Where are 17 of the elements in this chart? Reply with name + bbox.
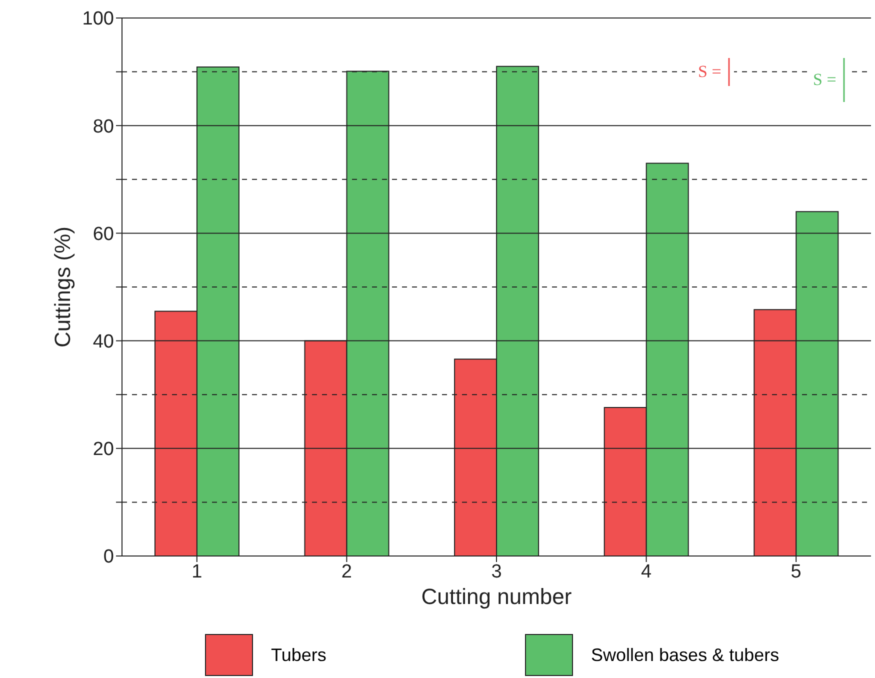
x-tick-label: 3 bbox=[491, 561, 502, 582]
y-tick-label: 0 bbox=[103, 546, 114, 568]
y-tick-label: 40 bbox=[92, 332, 114, 353]
x-tick-label: 2 bbox=[341, 561, 352, 582]
x-axis-title: Cutting number bbox=[421, 584, 572, 609]
x-tick-label: 4 bbox=[641, 561, 652, 582]
annotation: S = bbox=[698, 62, 722, 82]
x-tick-label: 1 bbox=[192, 561, 202, 582]
y-tick-label: 20 bbox=[92, 439, 114, 460]
x-tick-label: 5 bbox=[790, 561, 802, 582]
y-tick-label: 80 bbox=[92, 116, 114, 138]
y-tick-label: 60 bbox=[92, 224, 114, 245]
y-axis-title: Cuttings (%) bbox=[50, 226, 75, 348]
y-tick-label: 100 bbox=[82, 8, 114, 30]
legend-label: Swollen bases & tubers bbox=[591, 644, 780, 666]
legend-label: Tubers bbox=[271, 644, 326, 666]
annotation: S = bbox=[813, 70, 836, 90]
